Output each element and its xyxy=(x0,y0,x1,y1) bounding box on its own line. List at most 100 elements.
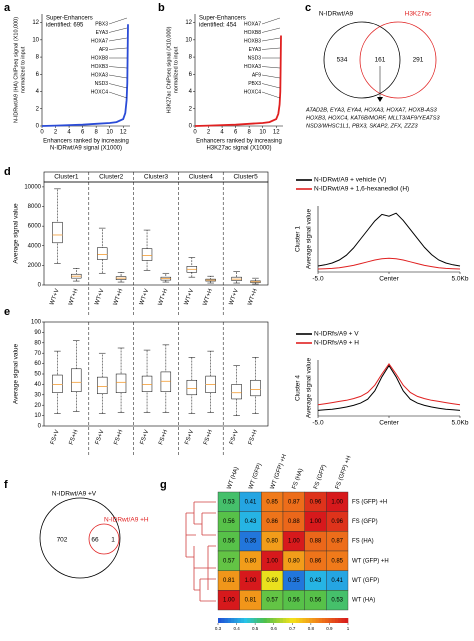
cell-label: 0.81 xyxy=(245,598,257,604)
x-tick-label: 4 xyxy=(67,130,71,136)
y-tick-label: 2000 xyxy=(28,263,42,269)
box xyxy=(97,376,108,395)
venn-count: 66 xyxy=(91,537,99,544)
cell-label: 0.80 xyxy=(288,558,300,564)
y-tick-label: 10 xyxy=(32,37,39,43)
set-name: N-IDRwt/A9 +H xyxy=(104,517,149,524)
y-axis-label: H3K27ac ChIPseq signal (X10,000) xyxy=(166,26,172,113)
gene-pointer xyxy=(261,74,281,79)
gene-pointer xyxy=(261,47,280,50)
box xyxy=(141,375,153,392)
gene-pointer xyxy=(108,83,128,89)
x-tick-label: 10 xyxy=(259,130,266,136)
x-tick-label: FS+V xyxy=(229,429,240,445)
y-axis-label: normalized to input xyxy=(173,46,179,93)
y-tick-label: 10 xyxy=(185,37,192,43)
x-tick-label: WT+V xyxy=(94,288,105,306)
colorbar-step xyxy=(309,618,313,623)
box xyxy=(115,373,127,393)
y-tick-label: 6000 xyxy=(28,224,42,230)
colorbar-step xyxy=(273,618,277,623)
box xyxy=(52,221,63,244)
colorbar-step xyxy=(344,618,349,623)
venn-circle xyxy=(39,497,121,579)
colorbar-step xyxy=(292,618,297,623)
colorbar-label: 0.6 xyxy=(271,626,278,631)
note: Super-Enhancers xyxy=(46,16,93,22)
x-tick-label: WT+V xyxy=(229,288,240,306)
x-tick-label: 5.0Kb xyxy=(452,420,469,427)
cell-label: 0.87 xyxy=(288,499,300,505)
colorbar-step xyxy=(302,618,307,623)
colorbar-step xyxy=(231,618,235,623)
series-line xyxy=(41,24,129,127)
row-label: FS (GFP) +H xyxy=(352,499,387,505)
colorbar-step xyxy=(318,618,323,623)
gene-label: PBX3 xyxy=(248,81,261,87)
y-tick-label: 40 xyxy=(34,382,41,388)
colorbar-step xyxy=(270,618,274,623)
column-label: FS (GFP) xyxy=(313,464,327,490)
x-axis-label: H3K27ac signal (X1000) xyxy=(206,146,271,152)
group-label: Cluster1 xyxy=(54,174,79,181)
gene-pointer xyxy=(261,83,281,89)
colorbar-step xyxy=(279,618,284,623)
x-tick-label: FS+H xyxy=(248,429,259,446)
x-axis-label: Enhancers ranked by increasing xyxy=(196,139,282,145)
y-axis-label: Average signal value xyxy=(13,344,20,405)
x-axis-label: N-IDRwt/A9 signal (X1000) xyxy=(50,146,122,152)
series-line xyxy=(317,257,461,270)
panel-letter: c xyxy=(305,2,311,14)
x-tick-label: FS+V xyxy=(95,429,106,445)
x-tick-label: WT+H xyxy=(158,288,170,306)
group-label: Cluster3 xyxy=(144,174,169,181)
x-tick-label: FS+H xyxy=(69,429,80,446)
box xyxy=(97,247,108,260)
series-line xyxy=(317,363,461,406)
gene-label: HOXB8 xyxy=(244,30,261,36)
y-tick-label: 100 xyxy=(31,320,42,326)
colorbar-step xyxy=(286,618,290,623)
colorbar-step xyxy=(328,618,333,623)
side-label: Cluster 4 xyxy=(295,375,302,401)
colorbar-step xyxy=(315,618,320,623)
cell-label: 0.53 xyxy=(331,598,343,604)
venn-count: 161 xyxy=(375,57,386,64)
y-axis-label: N-IDRwt/A9 (HA) ChIPseq signal (X10,000) xyxy=(13,17,19,123)
column-label: FS (GFP) +H xyxy=(335,455,353,490)
cell-label: 0.96 xyxy=(310,499,322,505)
colorbar-step xyxy=(331,618,336,623)
colorbar-step xyxy=(247,618,251,623)
colorbar-label: 0.4 xyxy=(233,626,240,631)
cell-label: 0.43 xyxy=(310,578,322,584)
cell-label: 0.56 xyxy=(288,598,300,604)
column-label: FS (HA) xyxy=(292,468,305,490)
cell-label: 0.56 xyxy=(310,598,322,604)
x-tick-label: WT+H xyxy=(113,288,125,306)
gene-pointer xyxy=(108,37,128,42)
gene-list: ATAD2B, EYA3, EYA4, HOXA3, HOXA7, HOXB-A… xyxy=(305,107,438,113)
cell-label: 0.56 xyxy=(223,519,235,525)
gene-pointer xyxy=(108,74,128,79)
panel-letter: e xyxy=(4,306,10,318)
y-tick-label: 6 xyxy=(189,72,193,78)
box xyxy=(141,248,153,261)
y-tick-label: 12 xyxy=(185,20,192,26)
gene-label: EYA3 xyxy=(249,47,262,53)
x-tick-label: 4 xyxy=(220,130,224,136)
cell-label: 0.86 xyxy=(266,519,278,525)
heat-cell xyxy=(326,590,349,611)
box xyxy=(231,384,242,400)
x-tick-label: FS+H xyxy=(203,429,214,446)
x-tick-label: Center xyxy=(379,276,399,283)
x-tick-label: Center xyxy=(379,420,399,427)
box xyxy=(160,371,172,392)
y-tick-label: 60 xyxy=(34,361,41,367)
gene-label: PBX3 xyxy=(95,21,108,27)
gene-pointer xyxy=(108,17,128,25)
cell-label: 0.85 xyxy=(266,499,278,505)
note: identified: 695 xyxy=(46,23,84,29)
gene-list: NSD3/WHSC1L1, PBX3, SKAP2, ZFX, ZZZ3 xyxy=(306,123,418,129)
colorbar-step xyxy=(325,618,329,623)
venn-count: 702 xyxy=(57,537,68,544)
